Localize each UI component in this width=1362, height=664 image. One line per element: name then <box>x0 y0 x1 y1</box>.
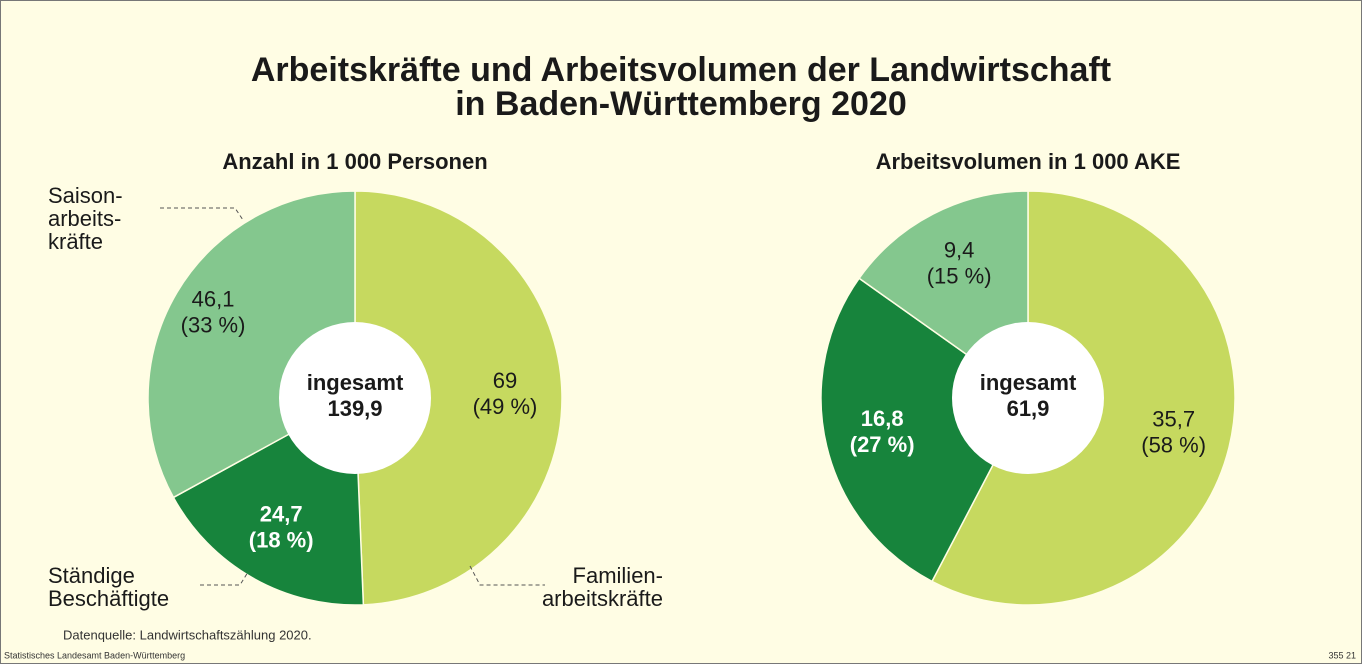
value-label: 16,8 <box>861 406 904 431</box>
leader-line <box>160 207 244 221</box>
category-label: Familien- <box>573 563 663 588</box>
leader-line <box>469 565 545 586</box>
center-label: ingesamt <box>307 370 404 395</box>
value-label: 46,1 <box>192 287 235 312</box>
percent-label: (27 %) <box>850 432 915 457</box>
title-line: Arbeitskräfte und Arbeitsvolumen der Lan… <box>251 51 1111 89</box>
value-label: 9,4 <box>944 238 975 263</box>
category-label: Saison- <box>48 183 123 208</box>
leader-line <box>200 571 249 586</box>
value-label: 69 <box>493 368 517 393</box>
category-label: arbeitskräfte <box>542 586 663 611</box>
center-label: ingesamt <box>980 370 1077 395</box>
value-label: 35,7 <box>1152 407 1195 432</box>
publisher: Statistisches Landesamt Baden-Württember… <box>4 650 185 660</box>
code: 355 21 <box>1328 650 1356 660</box>
source: Datenquelle: Landwirtschaftszählung 2020… <box>63 627 312 642</box>
category-label: kräfte <box>48 229 103 254</box>
center-total: 139,9 <box>327 396 382 421</box>
center-total: 61,9 <box>1007 396 1050 421</box>
percent-label: (58 %) <box>1141 433 1206 458</box>
pie-slice <box>820 277 1029 583</box>
percent-label: (15 %) <box>927 264 992 289</box>
category-label: Beschäftigte <box>48 586 169 611</box>
percent-label: (18 %) <box>249 527 314 552</box>
pie-slice <box>354 190 563 606</box>
chart-subtitle: Anzahl in 1 000 Personen <box>222 149 487 174</box>
category-label: arbeits- <box>48 206 121 231</box>
title-line: in Baden-Württemberg 2020 <box>455 85 907 123</box>
center-hole <box>279 322 431 474</box>
center-hole <box>952 322 1104 474</box>
percent-label: (33 %) <box>181 313 246 338</box>
percent-label: (49 %) <box>473 394 538 419</box>
value-label: 24,7 <box>260 501 303 526</box>
category-label: Ständige <box>48 563 135 588</box>
chart-subtitle: Arbeitsvolumen in 1 000 AKE <box>876 149 1181 174</box>
